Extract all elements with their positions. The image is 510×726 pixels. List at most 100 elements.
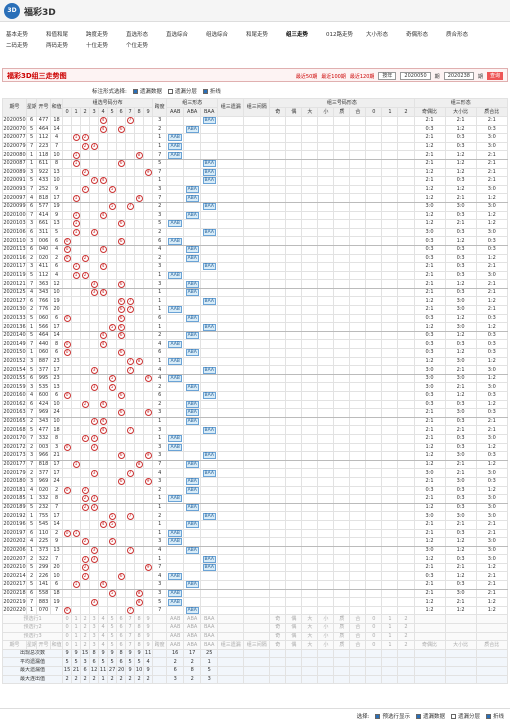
digit-option[interactable]: 7: [125, 614, 136, 625]
digit-option[interactable]: 4: [98, 631, 109, 642]
digit-option[interactable]: 8: [134, 614, 145, 625]
checkbox[interactable]: [375, 713, 381, 719]
digit-option[interactable]: 1: [71, 631, 82, 642]
digit-option[interactable]: 7: [125, 631, 136, 642]
checkbox-option[interactable]: 预选行显示: [375, 712, 410, 720]
form-option[interactable]: 1: [381, 631, 399, 642]
nav-link[interactable]: 个位走势: [126, 43, 149, 49]
nav-link[interactable]: 直选综合: [166, 32, 189, 38]
form-option[interactable]: 0: [365, 614, 383, 625]
digit-option[interactable]: 8: [134, 631, 145, 642]
shape-option[interactable]: AAB: [166, 631, 185, 642]
form-option[interactable]: 偶: [285, 614, 303, 625]
checkbox-option[interactable]: 遗漏数据: [415, 712, 445, 720]
checkbox[interactable]: [450, 713, 456, 719]
form-option[interactable]: 0: [365, 631, 383, 642]
checkbox-option[interactable]: 折线: [202, 87, 221, 95]
digit-option[interactable]: 0: [62, 614, 73, 625]
form-option[interactable]: 合: [349, 623, 367, 633]
nav-link[interactable]: 组三走势: [286, 32, 309, 38]
digit-option[interactable]: 0: [62, 623, 73, 633]
year-select[interactable]: 按年: [378, 72, 397, 80]
checkbox[interactable]: [415, 713, 421, 719]
checkbox-option[interactable]: 遗漏数据: [132, 87, 162, 95]
checkbox[interactable]: [485, 713, 491, 719]
nav-link[interactable]: 直选形态: [126, 32, 149, 38]
form-option[interactable]: 2: [397, 623, 415, 633]
shape-option[interactable]: BAA: [200, 623, 219, 633]
digit-option[interactable]: 0: [62, 631, 73, 642]
shape-option[interactable]: ABA: [183, 631, 202, 642]
form-option[interactable]: 质: [333, 623, 351, 633]
checkbox-option[interactable]: 遗漏分层: [167, 87, 197, 95]
preselect-label[interactable]: 预选行3: [1, 631, 64, 642]
form-option[interactable]: 大: [301, 623, 319, 633]
checkbox[interactable]: [202, 89, 208, 94]
nav-link[interactable]: 质合形态: [446, 32, 469, 38]
nav-link[interactable]: 大小形态: [366, 32, 389, 38]
digit-option[interactable]: 2: [80, 614, 91, 625]
shape-option[interactable]: AAB: [166, 614, 185, 625]
form-option[interactable]: 大: [301, 631, 319, 642]
shape-option[interactable]: ABA: [183, 614, 202, 625]
form-option[interactable]: 小: [317, 623, 335, 633]
recent-link[interactable]: 最近120期: [349, 73, 375, 80]
nav-link[interactable]: 012路走势: [326, 32, 353, 38]
nav-link[interactable]: 奇偶形态: [406, 32, 429, 38]
digit-option[interactable]: 8: [134, 623, 145, 633]
shape-option[interactable]: AAB: [166, 623, 185, 633]
form-option[interactable]: 偶: [285, 631, 303, 642]
form-option[interactable]: 大: [301, 614, 319, 625]
digit-option[interactable]: 6: [116, 631, 127, 642]
digit-option[interactable]: 2: [80, 623, 91, 633]
checkbox[interactable]: [167, 89, 173, 94]
nav-link[interactable]: 组选综合: [206, 32, 229, 38]
digit-option[interactable]: 6: [116, 623, 127, 633]
nav-link[interactable]: 跨度走势: [86, 32, 109, 38]
nav-link[interactable]: 二码走势: [6, 43, 29, 49]
preselect-label[interactable]: 预选行2: [1, 623, 64, 633]
digit-option[interactable]: 5: [107, 623, 118, 633]
checkbox-option[interactable]: 折线: [485, 712, 504, 720]
form-option[interactable]: 0: [365, 623, 383, 633]
digit-option[interactable]: 3: [89, 631, 100, 642]
shape-option[interactable]: BAA: [200, 614, 219, 625]
shape-option[interactable]: BAA: [200, 631, 219, 642]
digit-option[interactable]: 1: [71, 623, 82, 633]
nav-link[interactable]: 基本走势: [6, 32, 29, 38]
preselect-label[interactable]: 预选行1: [1, 614, 64, 625]
digit-option[interactable]: 4: [98, 623, 109, 633]
form-option[interactable]: 奇: [269, 614, 287, 625]
form-option[interactable]: 2: [397, 631, 415, 642]
checkbox-option[interactable]: 遗漏分层: [450, 712, 480, 720]
form-option[interactable]: 2: [397, 614, 415, 625]
form-option[interactable]: 奇: [269, 631, 287, 642]
checkbox[interactable]: [132, 89, 138, 94]
digit-option[interactable]: 9: [143, 614, 154, 625]
from-input[interactable]: 2020050: [400, 72, 431, 80]
digit-option[interactable]: 6: [116, 614, 127, 625]
digit-option[interactable]: 5: [107, 631, 118, 642]
form-option[interactable]: 1: [381, 614, 399, 625]
digit-option[interactable]: 4: [98, 614, 109, 625]
digit-option[interactable]: 9: [143, 631, 154, 642]
digit-option[interactable]: 3: [89, 623, 100, 633]
digit-option[interactable]: 2: [80, 631, 91, 642]
query-button[interactable]: 查询: [486, 72, 503, 80]
form-option[interactable]: 偶: [285, 623, 303, 633]
nav-link[interactable]: 和尾走势: [246, 32, 269, 38]
recent-link[interactable]: 最近50期: [295, 73, 318, 80]
digit-option[interactable]: 5: [107, 614, 118, 625]
digit-option[interactable]: 3: [89, 614, 100, 625]
nav-link[interactable]: 两码走势: [46, 43, 69, 49]
form-option[interactable]: 小: [317, 631, 335, 642]
digit-option[interactable]: 7: [125, 623, 136, 633]
form-option[interactable]: 小: [317, 614, 335, 625]
form-option[interactable]: 合: [349, 614, 367, 625]
form-option[interactable]: 质: [333, 614, 351, 625]
nav-link[interactable]: 十位走势: [86, 43, 109, 49]
form-option[interactable]: 合: [349, 631, 367, 642]
nav-link[interactable]: 和值和尾: [46, 32, 69, 38]
form-option[interactable]: 1: [381, 623, 399, 633]
to-input[interactable]: 2020238: [443, 72, 474, 80]
